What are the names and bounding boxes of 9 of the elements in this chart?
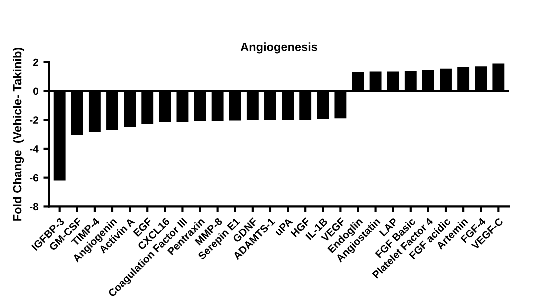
y-tick-label: -2 <box>30 116 38 124</box>
y-tick-label: 2 <box>33 58 38 66</box>
y-tick-label: 0 <box>34 88 38 96</box>
y-tick-label: -8 <box>30 203 39 211</box>
chart-title: Angiogenesis <box>240 42 318 54</box>
y-tick-label: -4 <box>30 146 39 153</box>
y-axis-title: Fold Change (Vehicle- Takinib) <box>13 48 24 221</box>
x-tick-label: uPA <box>274 218 294 236</box>
y-tick-label: -6 <box>30 174 39 182</box>
